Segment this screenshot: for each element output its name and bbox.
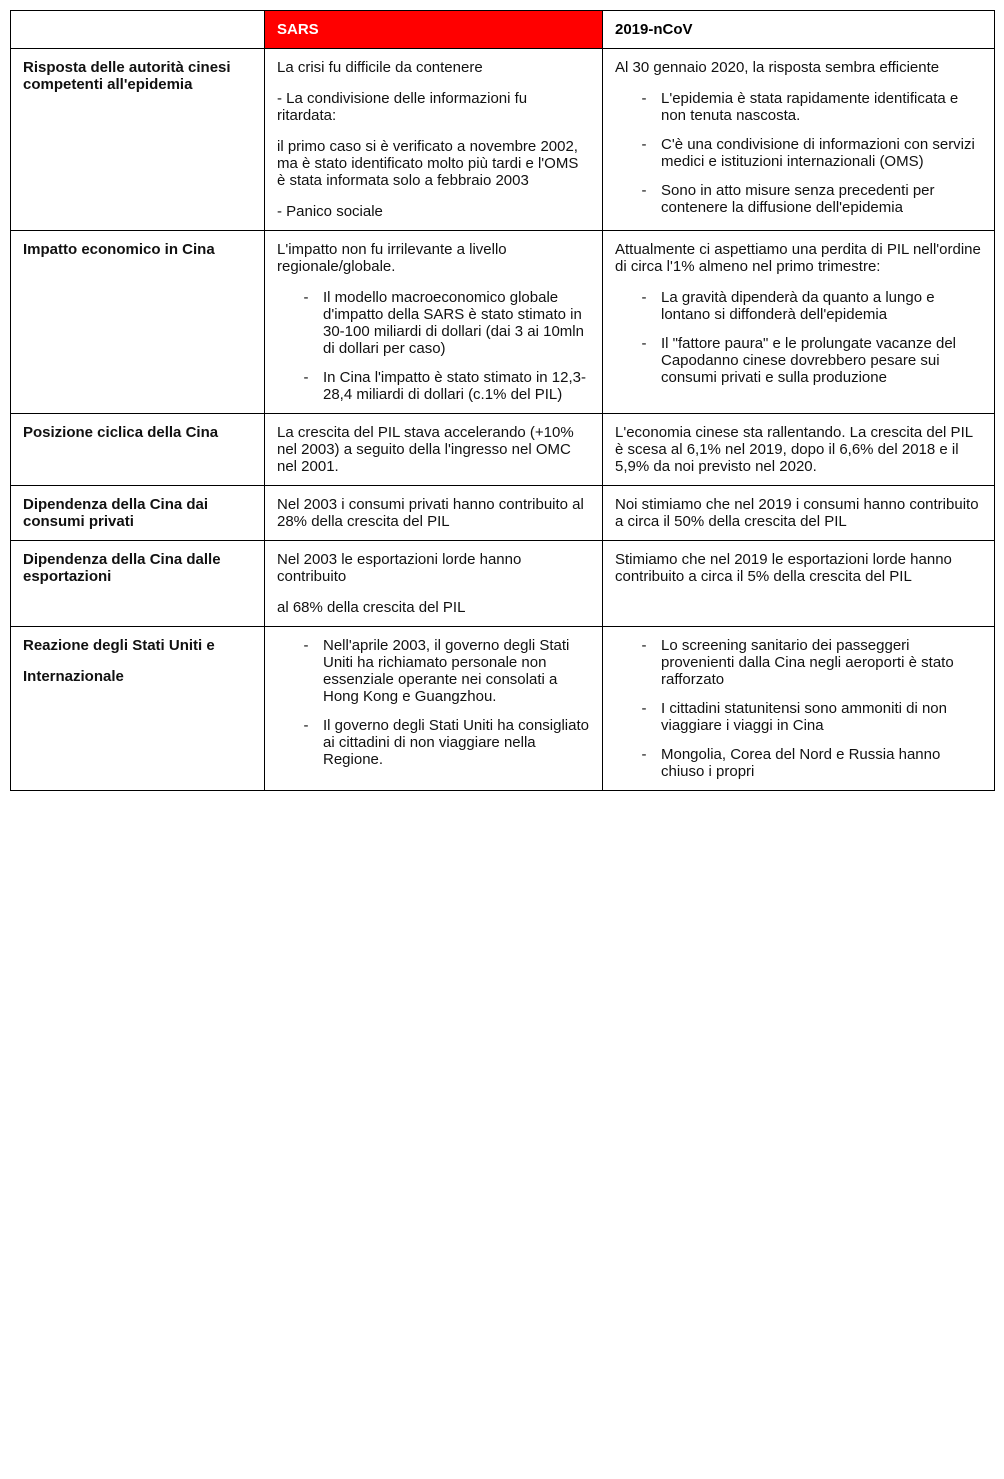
row-label: Posizione ciclica della Cina bbox=[11, 414, 265, 486]
cell-paragraph: Noi stimiamo che nel 2019 i consumi hann… bbox=[615, 496, 982, 530]
cell-paragraph: L'economia cinese sta rallentando. La cr… bbox=[615, 424, 982, 475]
table-row: Dipendenza della Cina dalle esportazioni… bbox=[11, 541, 995, 627]
cell-list: L'epidemia è stata rapidamente identific… bbox=[615, 90, 982, 216]
header-sars: SARS bbox=[265, 11, 603, 49]
cell-paragraph: - Panico sociale bbox=[277, 203, 590, 220]
cell-list: Nell'aprile 2003, il governo degli Stati… bbox=[277, 637, 590, 768]
row-label: Dipendenza della Cina dai consumi privat… bbox=[11, 486, 265, 541]
header-blank bbox=[11, 11, 265, 49]
cell-ncov: Stimiamo che nel 2019 le esportazioni lo… bbox=[603, 541, 995, 627]
cell-list-item: Il governo degli Stati Uniti ha consigli… bbox=[321, 717, 590, 768]
cell-paragraph: La crescita del PIL stava accelerando (+… bbox=[277, 424, 590, 475]
row-label: Dipendenza della Cina dalle esportazioni bbox=[11, 541, 265, 627]
table-row: Impatto economico in Cina L'impatto non f… bbox=[11, 231, 995, 414]
row-label: Reazione degli Stati Uniti e Internaziona… bbox=[11, 627, 265, 791]
cell-sars: La crisi fu difficile da contenere - La c… bbox=[265, 49, 603, 231]
cell-list-item: Sono in atto misure senza precedenti per… bbox=[659, 182, 982, 216]
cell-sars: Nell'aprile 2003, il governo degli Stati… bbox=[265, 627, 603, 791]
cell-list-item: In Cina l'impatto è stato stimato in 12,… bbox=[321, 369, 590, 403]
table-body: Risposta delle autorità cinesi competent… bbox=[11, 49, 995, 791]
cell-list: Lo screening sanitario dei passeggeri pr… bbox=[615, 637, 982, 780]
row-label-text: Internazionale bbox=[23, 668, 252, 685]
cell-list: Il modello macroeconomico globale d'impa… bbox=[277, 289, 590, 403]
cell-paragraph: - La condivisione delle informazioni fu … bbox=[277, 90, 590, 124]
row-label-text: Reazione degli Stati Uniti e bbox=[23, 637, 252, 654]
cell-paragraph: al 68% della crescita del PIL bbox=[277, 599, 590, 616]
table-row: Dipendenza della Cina dai consumi privat… bbox=[11, 486, 995, 541]
cell-paragraph: La crisi fu difficile da contenere bbox=[277, 59, 590, 76]
cell-list-item: Mongolia, Corea del Nord e Russia hanno … bbox=[659, 746, 982, 780]
cell-ncov: Attualmente ci aspettiamo una perdita di… bbox=[603, 231, 995, 414]
cell-paragraph: Al 30 gennaio 2020, la risposta sembra e… bbox=[615, 59, 982, 76]
cell-ncov: L'economia cinese sta rallentando. La cr… bbox=[603, 414, 995, 486]
cell-list-item: Il modello macroeconomico globale d'impa… bbox=[321, 289, 590, 357]
row-label: Risposta delle autorità cinesi competent… bbox=[11, 49, 265, 231]
cell-ncov: Al 30 gennaio 2020, la risposta sembra e… bbox=[603, 49, 995, 231]
cell-list-item: L'epidemia è stata rapidamente identific… bbox=[659, 90, 982, 124]
cell-list-item: C'è una condivisione di informazioni con… bbox=[659, 136, 982, 170]
cell-paragraph: Nel 2003 le esportazioni lorde hanno con… bbox=[277, 551, 590, 585]
cell-list-item: I cittadini statunitensi sono ammoniti d… bbox=[659, 700, 982, 734]
cell-sars: L'impatto non fu irrilevante a livello r… bbox=[265, 231, 603, 414]
cell-sars: Nel 2003 le esportazioni lorde hanno con… bbox=[265, 541, 603, 627]
cell-list-item: La gravità dipenderà da quanto a lungo e… bbox=[659, 289, 982, 323]
cell-ncov: Lo screening sanitario dei passeggeri pr… bbox=[603, 627, 995, 791]
table-header-row: SARS 2019-nCoV bbox=[11, 11, 995, 49]
row-label: Impatto economico in Cina bbox=[11, 231, 265, 414]
table-row: Reazione degli Stati Uniti e Internaziona… bbox=[11, 627, 995, 791]
table-row: Posizione ciclica della CinaLa crescita … bbox=[11, 414, 995, 486]
header-ncov: 2019-nCoV bbox=[603, 11, 995, 49]
cell-paragraph: Nel 2003 i consumi privati hanno contrib… bbox=[277, 496, 590, 530]
cell-paragraph: Attualmente ci aspettiamo una perdita di… bbox=[615, 241, 982, 275]
cell-paragraph: il primo caso si è verificato a novembre… bbox=[277, 138, 590, 189]
cell-list-item: Nell'aprile 2003, il governo degli Stati… bbox=[321, 637, 590, 705]
cell-paragraph: Stimiamo che nel 2019 le esportazioni lo… bbox=[615, 551, 982, 585]
cell-list-item: Lo screening sanitario dei passeggeri pr… bbox=[659, 637, 982, 688]
comparison-table: SARS 2019-nCoV Risposta delle autorità c… bbox=[10, 10, 995, 791]
cell-ncov: Noi stimiamo che nel 2019 i consumi hann… bbox=[603, 486, 995, 541]
cell-paragraph: L'impatto non fu irrilevante a livello r… bbox=[277, 241, 590, 275]
cell-sars: Nel 2003 i consumi privati hanno contrib… bbox=[265, 486, 603, 541]
cell-sars: La crescita del PIL stava accelerando (+… bbox=[265, 414, 603, 486]
cell-list: La gravità dipenderà da quanto a lungo e… bbox=[615, 289, 982, 386]
cell-list-item: Il "fattore paura" e le prolungate vacan… bbox=[659, 335, 982, 386]
table-row: Risposta delle autorità cinesi competent… bbox=[11, 49, 995, 231]
